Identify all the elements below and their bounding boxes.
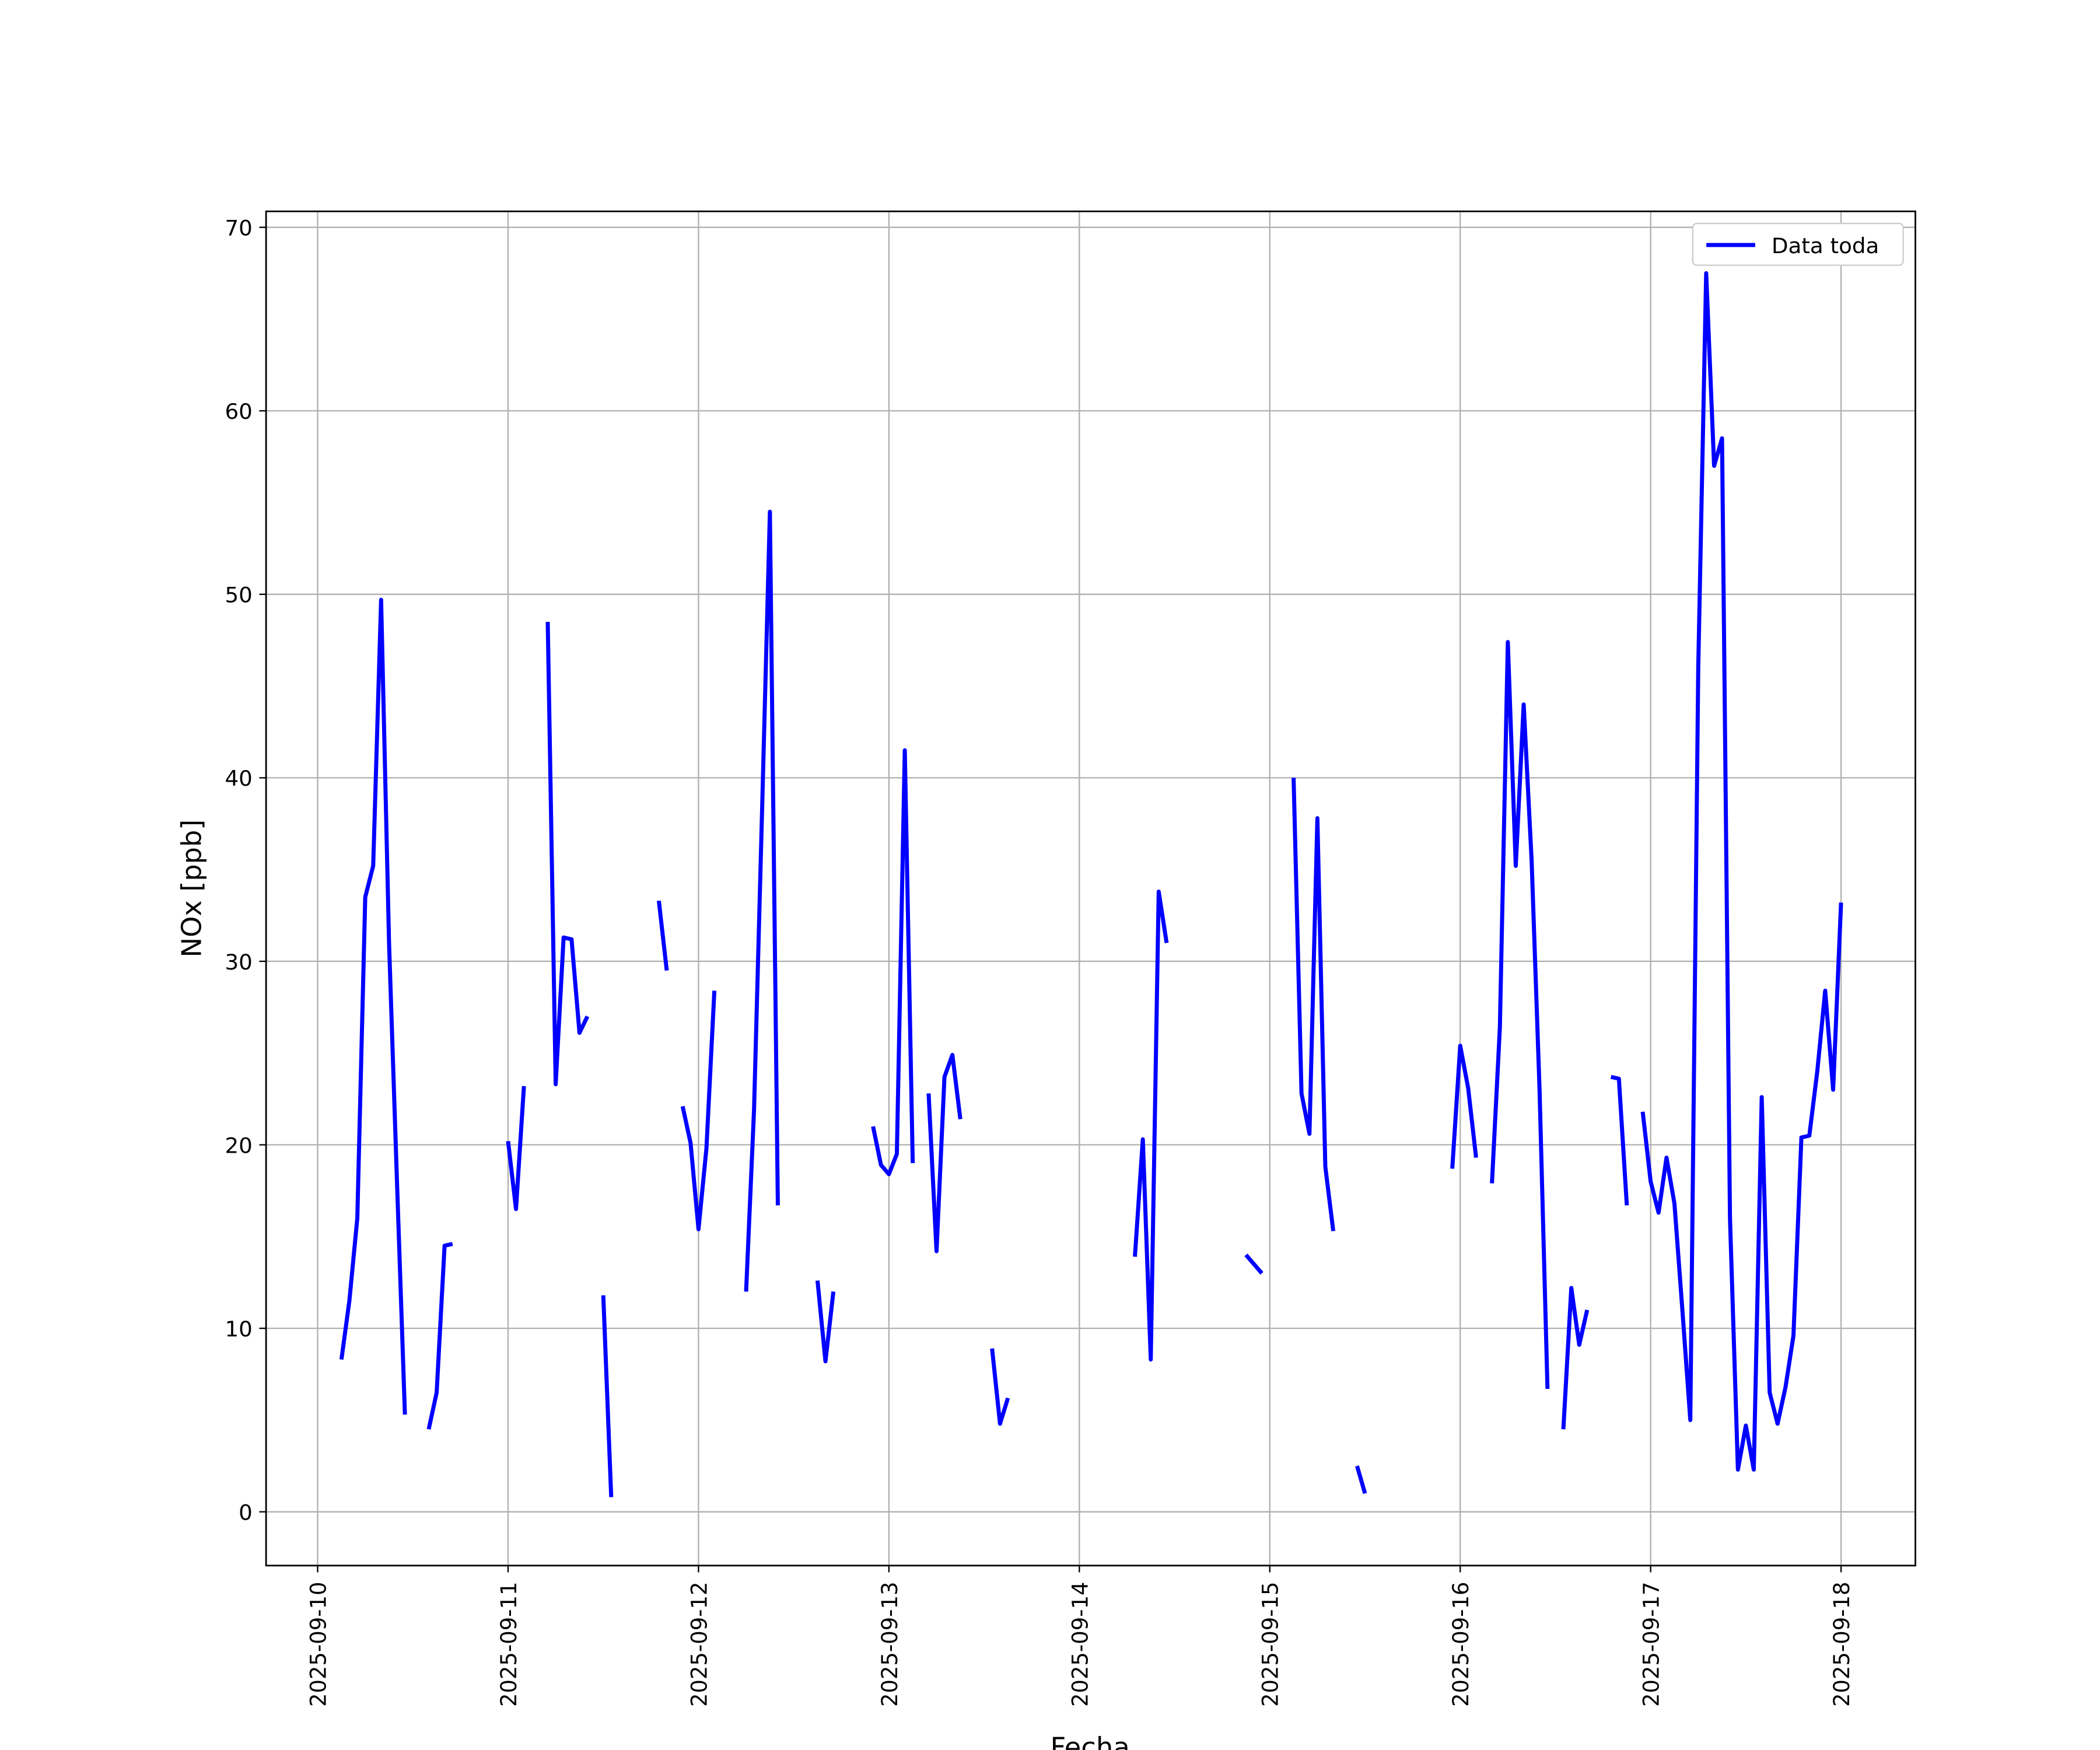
- x-tick-label: 2025-09-17: [1639, 1582, 1664, 1707]
- legend-box: [1692, 222, 1904, 266]
- x-tick-label: 2025-09-16: [1448, 1582, 1474, 1707]
- x-tick-label: 2025-09-10: [306, 1582, 331, 1707]
- y-axis-label: NOx [ppb]: [176, 820, 207, 958]
- y-tick-label: 0: [239, 1500, 253, 1525]
- x-tick-label: 2025-09-11: [496, 1582, 522, 1707]
- y-tick-label: 30: [225, 950, 252, 975]
- x-axis-label: Fecha: [1050, 1732, 1129, 1750]
- x-tick-label: 2025-09-14: [1068, 1582, 1093, 1707]
- y-tick-label: 20: [225, 1133, 252, 1158]
- x-tick-label: 2025-09-15: [1258, 1582, 1283, 1707]
- y-tick-label: 60: [225, 399, 252, 424]
- y-tick-label: 70: [225, 216, 252, 241]
- x-tick-label: 2025-09-12: [687, 1582, 712, 1707]
- legend-label: Data toda: [1772, 233, 1880, 258]
- plot-frame: [265, 210, 1916, 1567]
- x-tick-label: 2025-09-13: [877, 1582, 902, 1707]
- y-tick-label: 40: [225, 766, 252, 791]
- y-tick-label: 50: [225, 583, 252, 608]
- data-line: [339, 271, 1843, 1497]
- x-tick-label: 2025-09-18: [1829, 1582, 1854, 1707]
- y-tick-label: 10: [225, 1317, 252, 1342]
